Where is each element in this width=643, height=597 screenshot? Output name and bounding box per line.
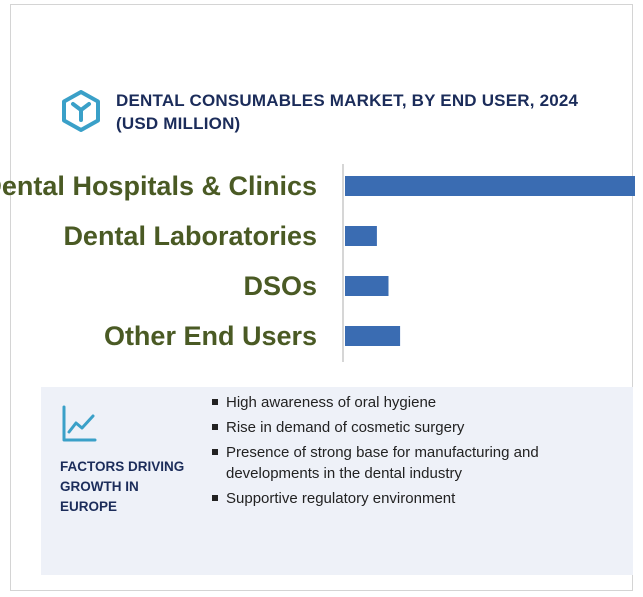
chart-title-line-1: DENTAL CONSUMABLES MARKET, BY END USER, … (116, 91, 579, 110)
bar-dsos (345, 276, 389, 296)
chart-title-line-2: (USD MILLION) (116, 114, 241, 133)
factor-item: Rise in demand of cosmetic surgery (210, 417, 620, 438)
factor-item: High awareness of oral hygiene (210, 392, 620, 413)
bar-chart: Dental Hospitals & Clinics Dental Laborat… (0, 164, 635, 362)
factors-title-line: EUROPE (60, 499, 118, 514)
bar-other-end-users (345, 326, 401, 346)
bar-dental-laboratories (345, 226, 377, 246)
factors-title: FACTORS DRIVING GROWTH IN EUROPE (60, 457, 200, 517)
factor-item: Supportive regulatory environment (210, 488, 620, 509)
bars-group (345, 176, 635, 346)
factors-title-line: GROWTH IN (60, 479, 139, 494)
category-labels-group: Dental Hospitals & Clinics Dental Laborat… (0, 171, 317, 351)
bar-dental-hospitals-clinics (345, 176, 635, 196)
category-label: Other End Users (104, 321, 317, 351)
factors-title-line: FACTORS DRIVING (60, 459, 185, 474)
category-label: Dental Laboratories (63, 221, 317, 251)
category-label: Dental Hospitals & Clinics (0, 171, 317, 201)
chart-title: DENTAL CONSUMABLES MARKET, BY END USER, … (116, 89, 616, 135)
factors-panel (41, 387, 633, 575)
factor-item: Presence of strong base for manufacturin… (210, 442, 620, 484)
trend-line-chart-icon (62, 405, 97, 442)
hexagon-y-logo-icon (62, 90, 100, 132)
factors-list: High awareness of oral hygiene Rise in d… (210, 392, 620, 513)
category-label: DSOs (243, 271, 317, 301)
